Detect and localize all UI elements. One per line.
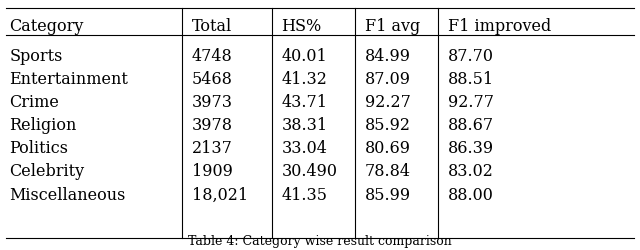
Text: 41.32: 41.32	[282, 71, 328, 88]
Text: Celebrity: Celebrity	[10, 163, 84, 180]
Text: 41.35: 41.35	[282, 186, 328, 203]
Text: Category: Category	[10, 18, 84, 35]
Text: 92.27: 92.27	[365, 94, 411, 111]
Text: 85.99: 85.99	[365, 186, 411, 203]
Text: 43.71: 43.71	[282, 94, 328, 111]
Text: 78.84: 78.84	[365, 163, 411, 180]
Text: 87.09: 87.09	[365, 71, 411, 88]
Text: Crime: Crime	[10, 94, 60, 111]
Text: 88.51: 88.51	[448, 71, 494, 88]
Text: 40.01: 40.01	[282, 48, 327, 65]
Text: Miscellaneous: Miscellaneous	[10, 186, 126, 203]
Text: 87.70: 87.70	[448, 48, 494, 65]
Text: 86.39: 86.39	[448, 140, 494, 157]
Text: HS%: HS%	[282, 18, 322, 35]
Text: 80.69: 80.69	[365, 140, 411, 157]
Text: Total: Total	[192, 18, 232, 35]
Text: F1 avg: F1 avg	[365, 18, 420, 35]
Text: 92.77: 92.77	[448, 94, 494, 111]
Text: 5468: 5468	[192, 71, 233, 88]
Text: 84.99: 84.99	[365, 48, 411, 65]
Text: Table 4: Category wise result comparison: Table 4: Category wise result comparison	[188, 234, 452, 248]
Text: 88.67: 88.67	[448, 117, 494, 134]
Text: Politics: Politics	[10, 140, 68, 157]
Text: 18,021: 18,021	[192, 186, 248, 203]
Text: 1909: 1909	[192, 163, 233, 180]
Text: 3973: 3973	[192, 94, 233, 111]
Text: 38.31: 38.31	[282, 117, 328, 134]
Text: 2137: 2137	[192, 140, 233, 157]
Text: 83.02: 83.02	[448, 163, 494, 180]
Text: 88.00: 88.00	[448, 186, 494, 203]
Text: F1 improved: F1 improved	[448, 18, 551, 35]
Text: Entertainment: Entertainment	[10, 71, 129, 88]
Text: Religion: Religion	[10, 117, 77, 134]
Text: Sports: Sports	[10, 48, 63, 65]
Text: 33.04: 33.04	[282, 140, 328, 157]
Text: 85.92: 85.92	[365, 117, 411, 134]
Text: 30.490: 30.490	[282, 163, 338, 180]
Text: 4748: 4748	[192, 48, 233, 65]
Text: 3978: 3978	[192, 117, 233, 134]
